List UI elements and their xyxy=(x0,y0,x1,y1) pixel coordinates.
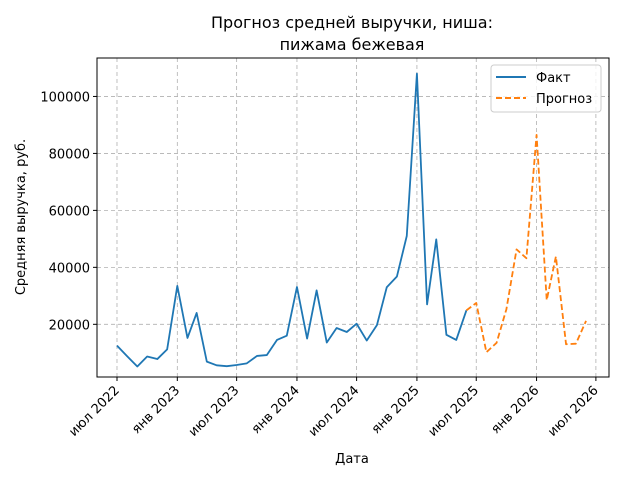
y-tick-label: 60000 xyxy=(49,204,90,219)
legend-label-forecast: Прогноз xyxy=(536,92,592,107)
grid xyxy=(97,58,609,377)
series-line-forecast xyxy=(465,133,587,354)
x-tick-label: янв 2025 xyxy=(369,383,423,437)
x-tick-label: июл 2024 xyxy=(306,383,363,440)
x-tick-label: янв 2023 xyxy=(129,383,183,437)
x-tick-label: июл 2026 xyxy=(545,383,602,440)
series-lines xyxy=(116,72,587,368)
x-axis-label: Дата xyxy=(335,452,369,467)
y-tick-label: 40000 xyxy=(49,261,90,276)
chart-title-line-2: пижама бежевая xyxy=(280,35,425,54)
y-axis-label: Средняя выручка, руб. xyxy=(14,139,29,295)
series-line-fact xyxy=(116,72,468,368)
legend: Факт Прогноз xyxy=(490,64,602,113)
legend-label-fact: Факт xyxy=(536,71,571,86)
x-tick-label: июл 2025 xyxy=(426,383,483,440)
plot-area-frame xyxy=(96,57,610,378)
chart-title-line-1: Прогноз средней выручки, ниша: xyxy=(211,13,493,32)
x-tick-label: янв 2024 xyxy=(249,383,303,437)
y-tick-label: 80000 xyxy=(49,147,90,162)
x-tick-label: янв 2026 xyxy=(489,383,543,437)
y-tick-label: 100000 xyxy=(40,90,90,105)
x-tick-label: июл 2023 xyxy=(186,383,243,440)
y-tick-label: 20000 xyxy=(49,318,90,333)
x-tick-label: июл 2022 xyxy=(66,383,123,440)
